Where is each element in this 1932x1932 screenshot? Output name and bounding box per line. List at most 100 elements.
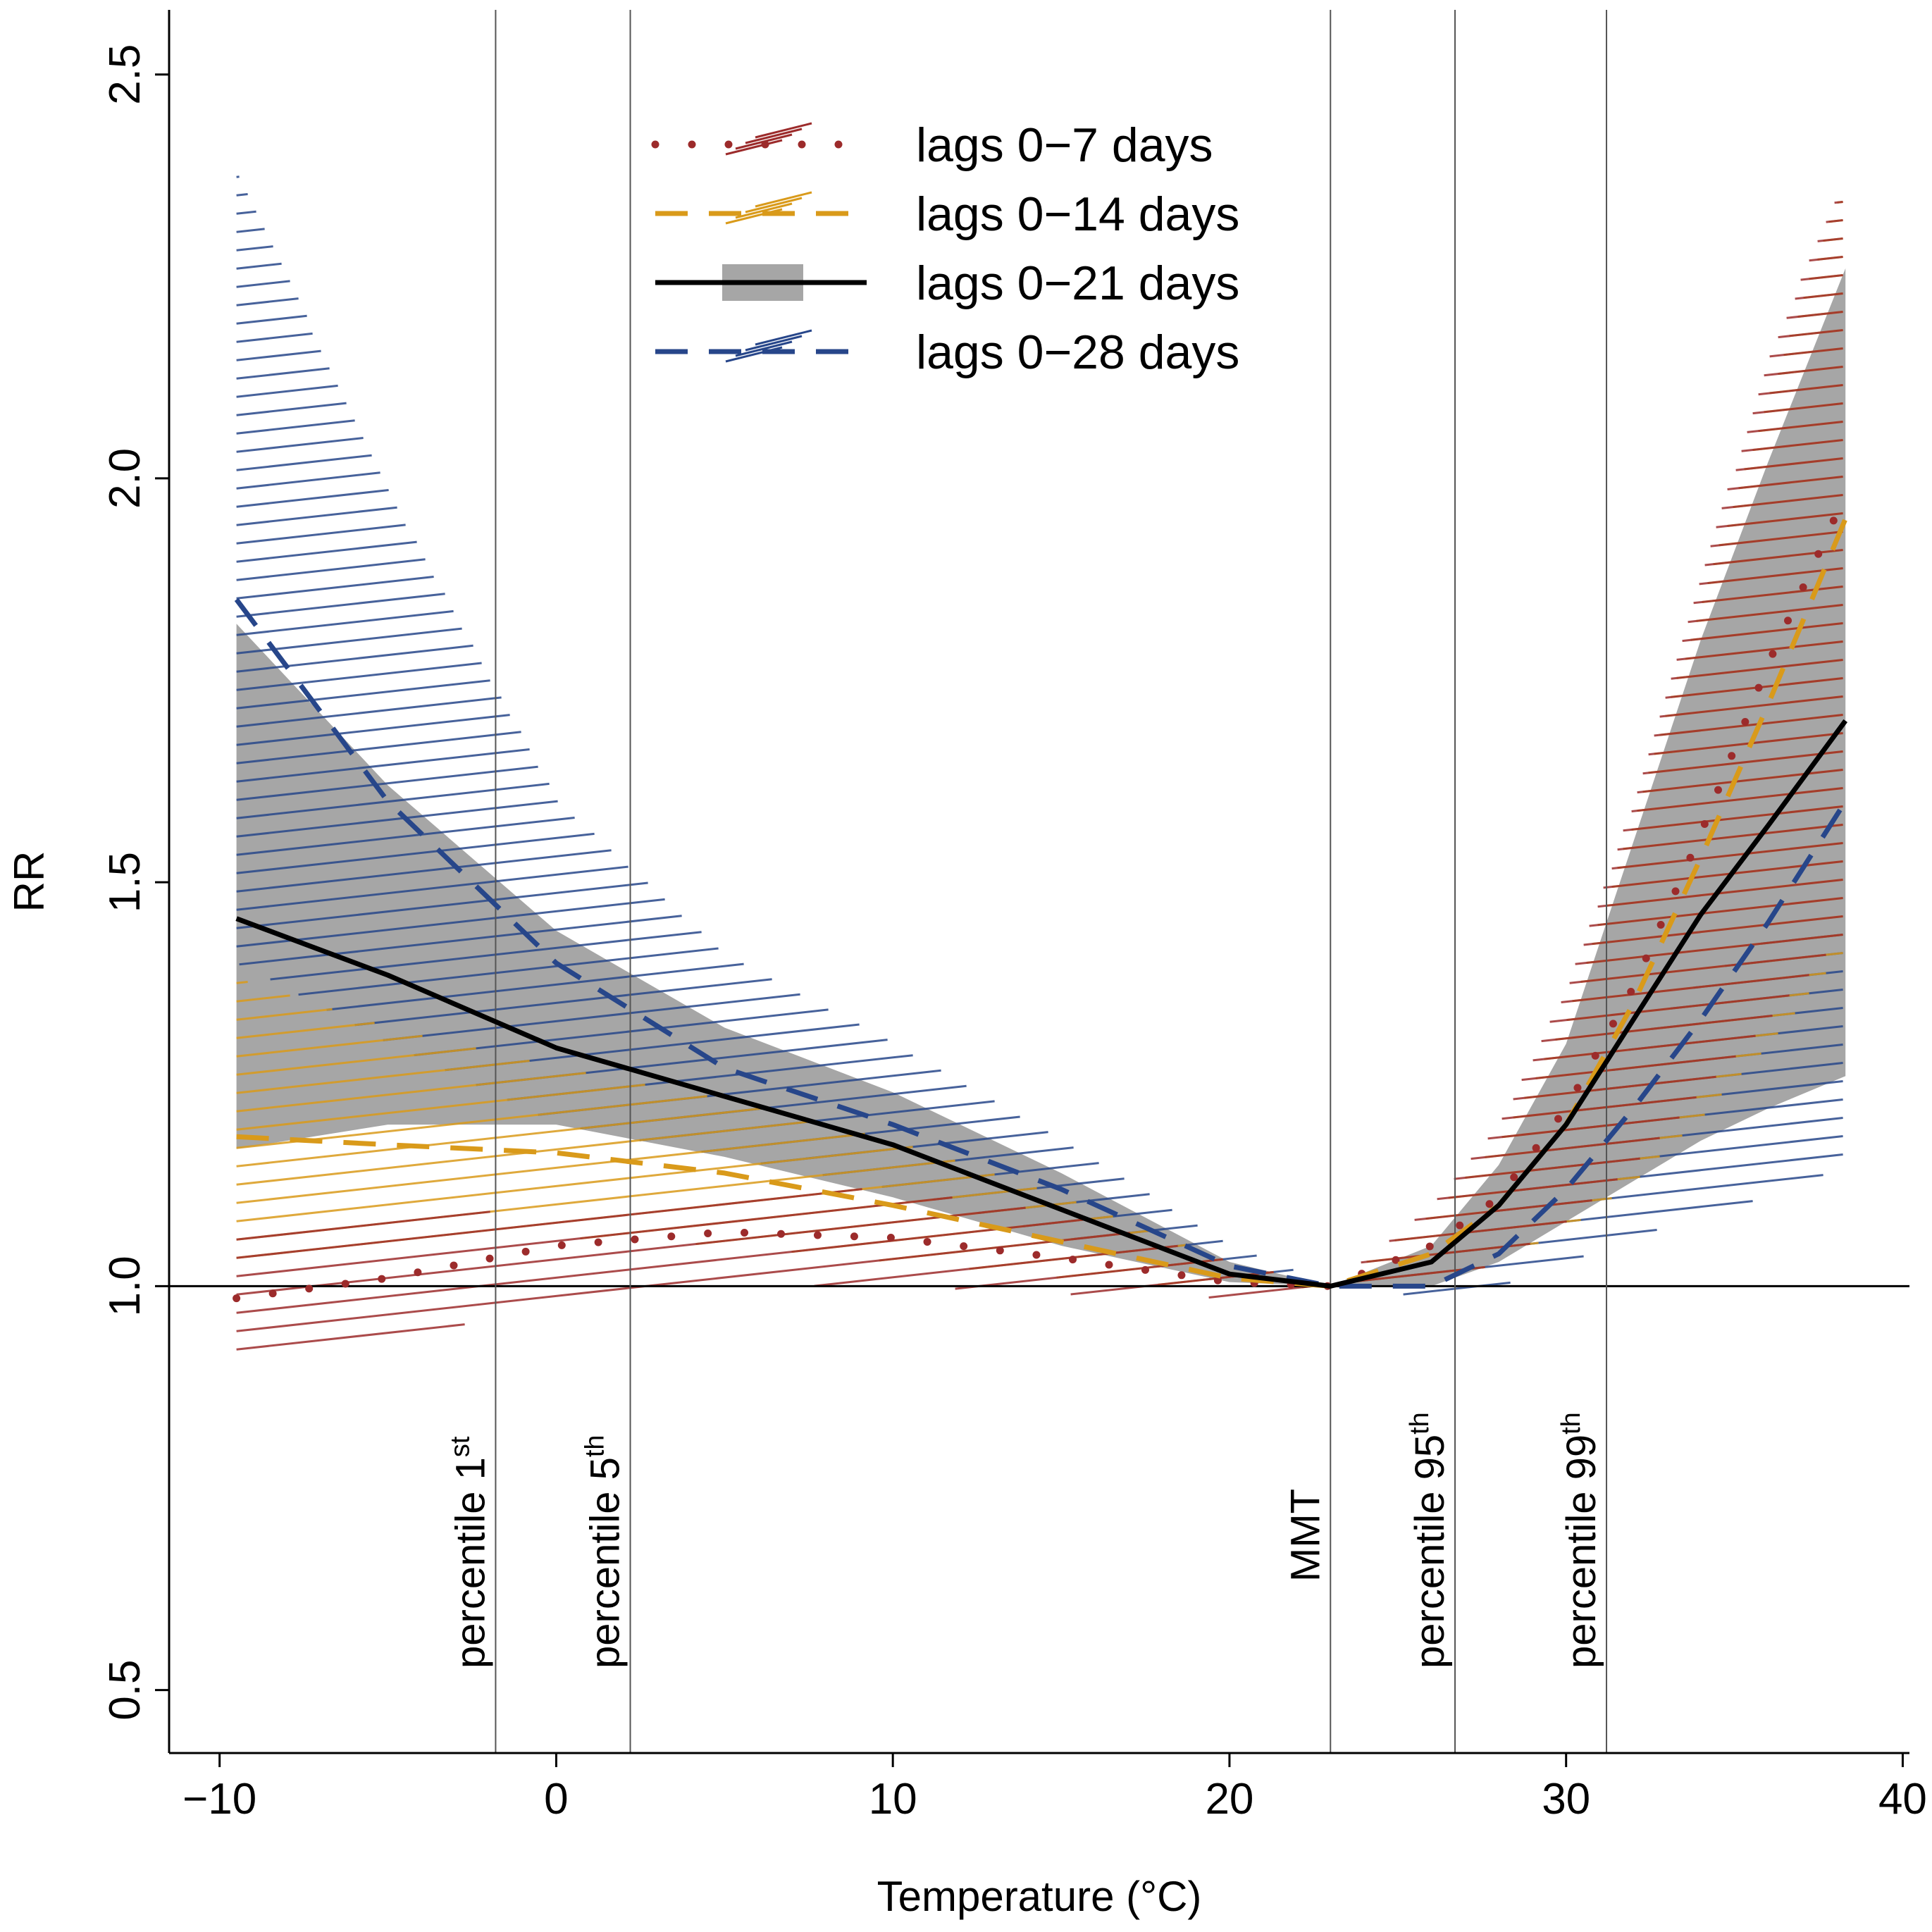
hatch-line	[236, 748, 530, 783]
hatch-line	[236, 228, 265, 233]
legend-hatch-swatch	[745, 335, 803, 352]
hatch-line	[236, 898, 665, 948]
hatch-line	[236, 349, 321, 361]
hatch-line	[236, 314, 307, 325]
hatch-line	[1671, 659, 1843, 680]
hatch-line	[814, 1244, 1178, 1287]
legend-hatch-swatch	[755, 329, 812, 346]
hatch-line	[236, 696, 502, 728]
legend-label: lags 0−21 days	[916, 256, 1239, 310]
hatch-line	[326, 962, 744, 1011]
legend-hatch-swatch	[725, 139, 783, 156]
ticks: −10 0 10 20 30 40 0.5 1.0 1.5 2.0 2.5	[101, 44, 1927, 1823]
hatch-line	[236, 193, 248, 197]
hatch-line	[236, 402, 347, 416]
x-tick-label: 40	[1878, 1775, 1927, 1823]
hatch-line	[1809, 256, 1843, 262]
legend-hatch-swatch	[755, 122, 812, 139]
hatched-band	[236, 201, 1843, 1351]
hatch-line	[1642, 750, 1843, 775]
hatch-line	[236, 994, 290, 1003]
hatch-line	[236, 644, 473, 673]
legend-item: lags 0−28 days	[655, 326, 1239, 379]
hatch-line	[236, 280, 290, 288]
hatch-line	[1575, 934, 1843, 965]
series-lines	[233, 490, 1850, 1303]
hatch-line	[1716, 512, 1843, 528]
hatch-line	[955, 1258, 1223, 1290]
hatch-line	[236, 731, 521, 764]
hatch-line	[1437, 1178, 1618, 1201]
legend-hatch-swatch	[735, 340, 793, 357]
hatch-line	[1561, 974, 1809, 1003]
hatch-line	[236, 832, 595, 874]
hatch-line	[1654, 714, 1843, 737]
hatch-line	[1532, 1034, 1756, 1062]
hatch-line	[1541, 1015, 1773, 1043]
hatched-bands	[236, 175, 1843, 1351]
hatch-line	[1597, 879, 1843, 908]
hatch-line	[1817, 237, 1843, 242]
hatch-line	[236, 1072, 586, 1113]
x-axis-title: Temperature (°C)	[877, 1873, 1202, 1920]
hatch-line	[236, 419, 355, 435]
y-tick-label: 0.5	[101, 1659, 149, 1720]
hatch-line	[236, 437, 364, 453]
hatch-line	[1727, 476, 1843, 490]
hatch-line	[236, 489, 389, 508]
hatch-line	[236, 881, 648, 929]
hatch-line	[1752, 402, 1843, 415]
hatch-line	[354, 978, 772, 1027]
hatch-line	[236, 1107, 761, 1168]
hatch-line	[236, 297, 299, 306]
hatch-line	[236, 1323, 465, 1351]
percentile-label: percentile 99th	[1556, 1412, 1604, 1668]
hatch-line	[1521, 1055, 1736, 1082]
hatch-line	[1758, 384, 1843, 396]
hatch-line	[1487, 1116, 1680, 1140]
hatch-line	[236, 662, 482, 691]
hatch-line	[236, 765, 538, 801]
hatch-line	[236, 471, 380, 490]
hatch-line	[236, 782, 550, 819]
hatch-line	[236, 1218, 1085, 1314]
percentile-label: MMT	[1282, 1489, 1328, 1582]
hatch-line	[1665, 677, 1843, 699]
hatch-line	[1826, 219, 1843, 223]
hatch-line	[236, 849, 612, 893]
hatch-line	[236, 384, 338, 398]
hatch-line	[236, 1047, 476, 1076]
hatch-line	[1569, 953, 1826, 984]
hatch-line	[298, 947, 719, 996]
confidence-band-lags-0-21	[236, 268, 1846, 1287]
hatch-line	[1659, 695, 1843, 718]
hatch-line	[236, 593, 445, 618]
hatch-line	[236, 865, 628, 911]
hatch-line	[1795, 292, 1843, 300]
x-tick-label: 0	[544, 1775, 568, 1823]
legend-label: lags 0−14 days	[916, 187, 1239, 241]
hatch-line	[236, 454, 372, 471]
hatch-line	[236, 558, 426, 581]
hatch-line	[236, 262, 282, 270]
legend-item: lags 0−21 days	[655, 256, 1239, 310]
hatch-line	[1688, 604, 1843, 624]
legend: lags 0−7 days lags 0−14 days lags 0−21 day…	[651, 118, 1239, 379]
hatch-line	[236, 1210, 490, 1241]
hatch-line	[236, 540, 417, 563]
x-tick-label: 30	[1542, 1775, 1590, 1823]
legend-label: lags 0−28 days	[916, 326, 1239, 379]
hatch-line	[236, 1008, 333, 1021]
hatch-line	[1470, 1137, 1660, 1160]
hatch-line	[236, 1196, 953, 1277]
hatch-line	[236, 506, 397, 526]
y-tick-label: 1.5	[101, 852, 149, 912]
hatch-line	[236, 714, 510, 746]
hatch-line	[236, 609, 454, 636]
hatch-line	[236, 175, 240, 178]
percentile-label: percentile 1st	[445, 1436, 493, 1668]
legend-item: lags 0−14 days	[655, 187, 1239, 241]
hatch-line	[1389, 1220, 1567, 1242]
hatch-line	[1721, 494, 1843, 509]
hatch-line	[1631, 787, 1843, 812]
